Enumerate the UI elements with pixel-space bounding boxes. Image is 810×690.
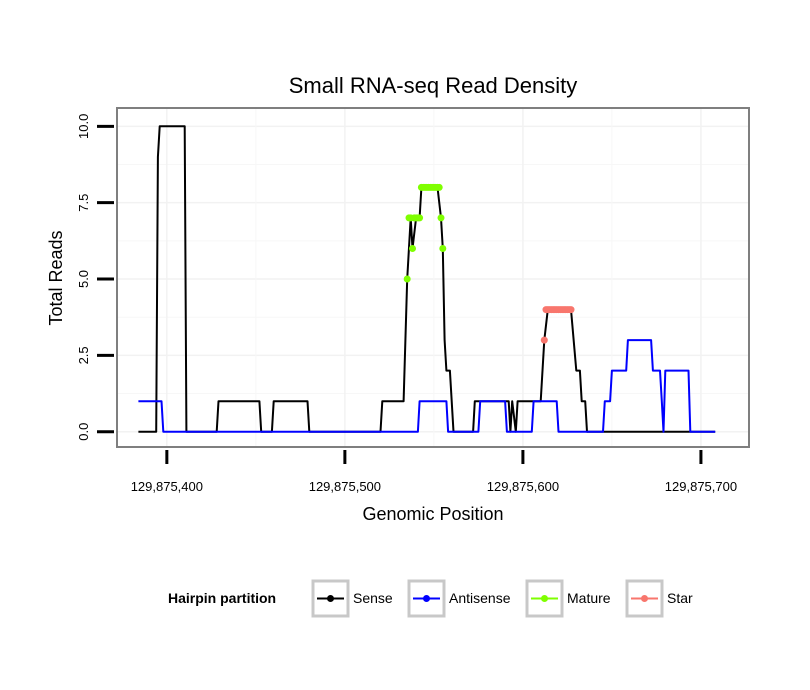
y-tick-label: 0.0: [76, 423, 91, 441]
star-point: [540, 336, 548, 344]
grid: [117, 108, 749, 447]
series-layer: [138, 125, 716, 433]
mature-point: [439, 245, 447, 252]
mature-point: [437, 214, 445, 222]
antisense-line: [138, 339, 716, 433]
mature-point: [403, 275, 411, 283]
chart-title: Small RNA-seq Read Density: [289, 73, 578, 98]
legend-label-sense: Sense: [353, 590, 393, 606]
y-axis-label: Total Reads: [46, 230, 66, 325]
y-tick-label: 2.5: [76, 346, 91, 364]
x-axis: 129,875,400 129,875,500 129,875,600 129,875…: [131, 450, 737, 494]
plot-panel-border: [116, 107, 750, 448]
legend-point-antisense: [423, 595, 430, 602]
x-axis-label: Genomic Position: [362, 504, 503, 524]
legend-label-star: Star: [667, 590, 693, 606]
y-axis: 0.0 2.5 5.0 7.5 10.0: [76, 114, 114, 441]
legend-point-mature: [541, 595, 548, 602]
legend: Hairpin partition Sense Antisense Mature St…: [168, 579, 693, 618]
x-tick-label: 129,875,400: [131, 479, 203, 494]
sense-line: [138, 125, 716, 433]
y-tick-label: 5.0: [76, 270, 91, 288]
legend-point-sense: [327, 595, 334, 602]
star-point: [567, 306, 575, 314]
y-tick-label: 10.0: [76, 114, 91, 139]
legend-label-antisense: Antisense: [449, 590, 511, 606]
x-tick-label: 129,875,600: [487, 479, 559, 494]
legend-point-star: [641, 595, 648, 602]
y-tick-label: 7.5: [76, 194, 91, 212]
x-tick-label: 129,875,700: [665, 479, 737, 494]
mature-point: [409, 245, 416, 252]
legend-title: Hairpin partition: [168, 590, 276, 606]
mature-point: [416, 214, 424, 222]
mature-point: [435, 183, 443, 191]
x-tick-label: 129,875,500: [309, 479, 381, 494]
legend-label-mature: Mature: [567, 590, 611, 606]
